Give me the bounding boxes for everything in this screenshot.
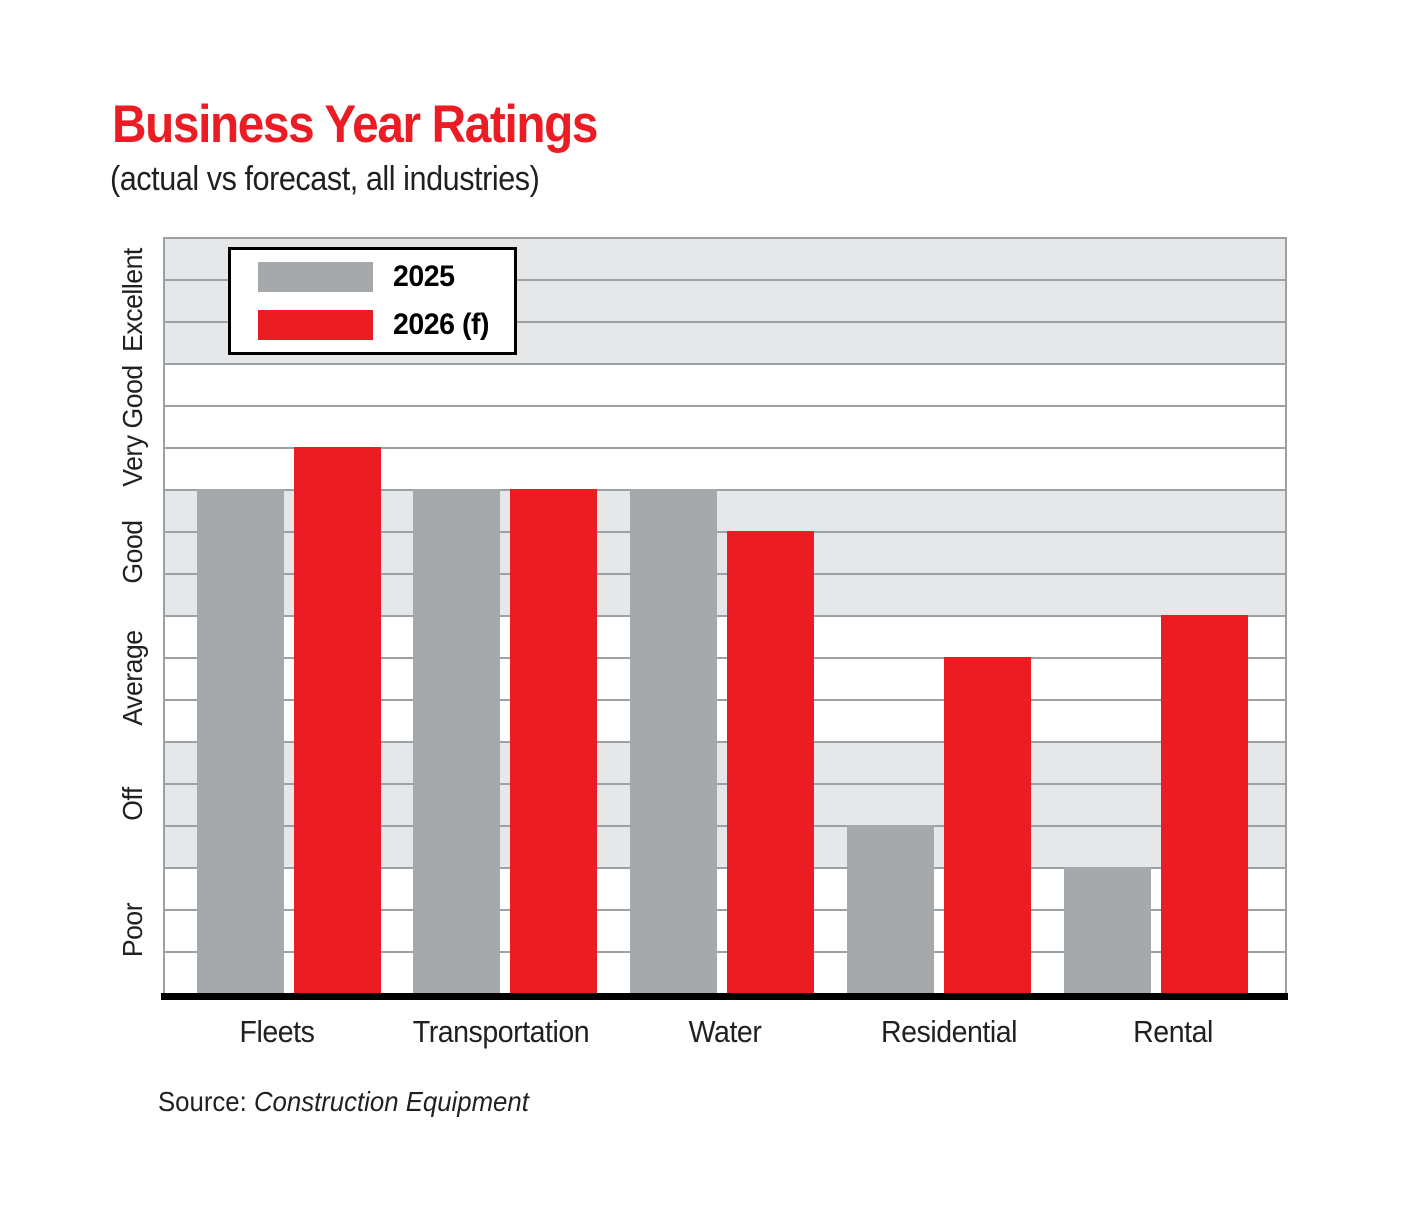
gridline bbox=[165, 741, 1285, 743]
x-axis-label-fleets: Fleets bbox=[239, 1014, 315, 1049]
bar-transportation-2026-f bbox=[510, 489, 598, 993]
bar-water-2026-f bbox=[727, 530, 815, 993]
y-axis-label-good: Good bbox=[117, 520, 148, 584]
legend: 2025 2026 (f) bbox=[228, 247, 517, 355]
bar-transportation-2025 bbox=[413, 489, 501, 993]
source-line: Source: Construction Equipment bbox=[158, 1086, 529, 1118]
gridline bbox=[165, 825, 1285, 827]
legend-label-2025: 2025 bbox=[393, 260, 455, 293]
gridline bbox=[165, 867, 1285, 869]
source-label: Source: bbox=[158, 1086, 247, 1117]
gridline bbox=[165, 447, 1285, 449]
y-axis-label-excellent: Excellent bbox=[117, 248, 148, 352]
gridline bbox=[165, 657, 1285, 659]
x-axis-label-water: Water bbox=[688, 1014, 762, 1049]
gridline bbox=[165, 615, 1285, 617]
plot-top-border bbox=[165, 237, 1285, 239]
legend-label-2026f: 2026 (f) bbox=[393, 308, 489, 341]
bar-fleets-2025 bbox=[196, 489, 284, 993]
gridline bbox=[165, 783, 1285, 785]
x-axis-label-rental: Rental bbox=[1133, 1014, 1213, 1049]
gridline bbox=[165, 909, 1285, 911]
legend-swatch-2025 bbox=[258, 262, 373, 292]
plot-area bbox=[163, 237, 1287, 993]
gridline bbox=[165, 951, 1285, 953]
y-axis-label-very-good: Very Good bbox=[117, 365, 148, 487]
gridline bbox=[165, 279, 1285, 281]
gridline bbox=[165, 321, 1285, 323]
x-axis-label-transportation: Transportation bbox=[412, 1014, 590, 1049]
plot-right-border bbox=[1285, 237, 1287, 993]
bar-rental-2026-f bbox=[1161, 615, 1248, 993]
bar-rental-2025 bbox=[1064, 867, 1151, 993]
page-subtitle: (actual vs forecast, all industries) bbox=[110, 160, 540, 198]
plot-left-border bbox=[163, 237, 165, 993]
gridline bbox=[165, 699, 1285, 701]
gridline bbox=[165, 405, 1285, 407]
source-name: Construction Equipment bbox=[253, 1086, 529, 1117]
bar-water-2025 bbox=[630, 489, 718, 993]
gridline bbox=[165, 573, 1285, 575]
legend-row-2025: 2025 bbox=[258, 260, 514, 294]
bar-fleets-2026-f bbox=[293, 447, 381, 993]
x-axis-label-residential: Residential bbox=[880, 1014, 1018, 1049]
y-axis-label-average: Average bbox=[117, 630, 148, 726]
legend-row-2026: 2026 (f) bbox=[258, 308, 514, 342]
gridline bbox=[165, 363, 1285, 365]
gridline bbox=[165, 531, 1285, 533]
y-axis-label-poor: Poor bbox=[117, 902, 148, 958]
y-axis-label-off: Off bbox=[117, 787, 148, 821]
x-axis-baseline bbox=[161, 993, 1288, 1000]
bar-residential-2026-f bbox=[944, 656, 1032, 993]
page-title: Business Year Ratings bbox=[112, 95, 598, 154]
legend-swatch-2026f bbox=[258, 310, 373, 340]
gridline bbox=[165, 489, 1285, 491]
bar-residential-2025 bbox=[847, 825, 935, 993]
